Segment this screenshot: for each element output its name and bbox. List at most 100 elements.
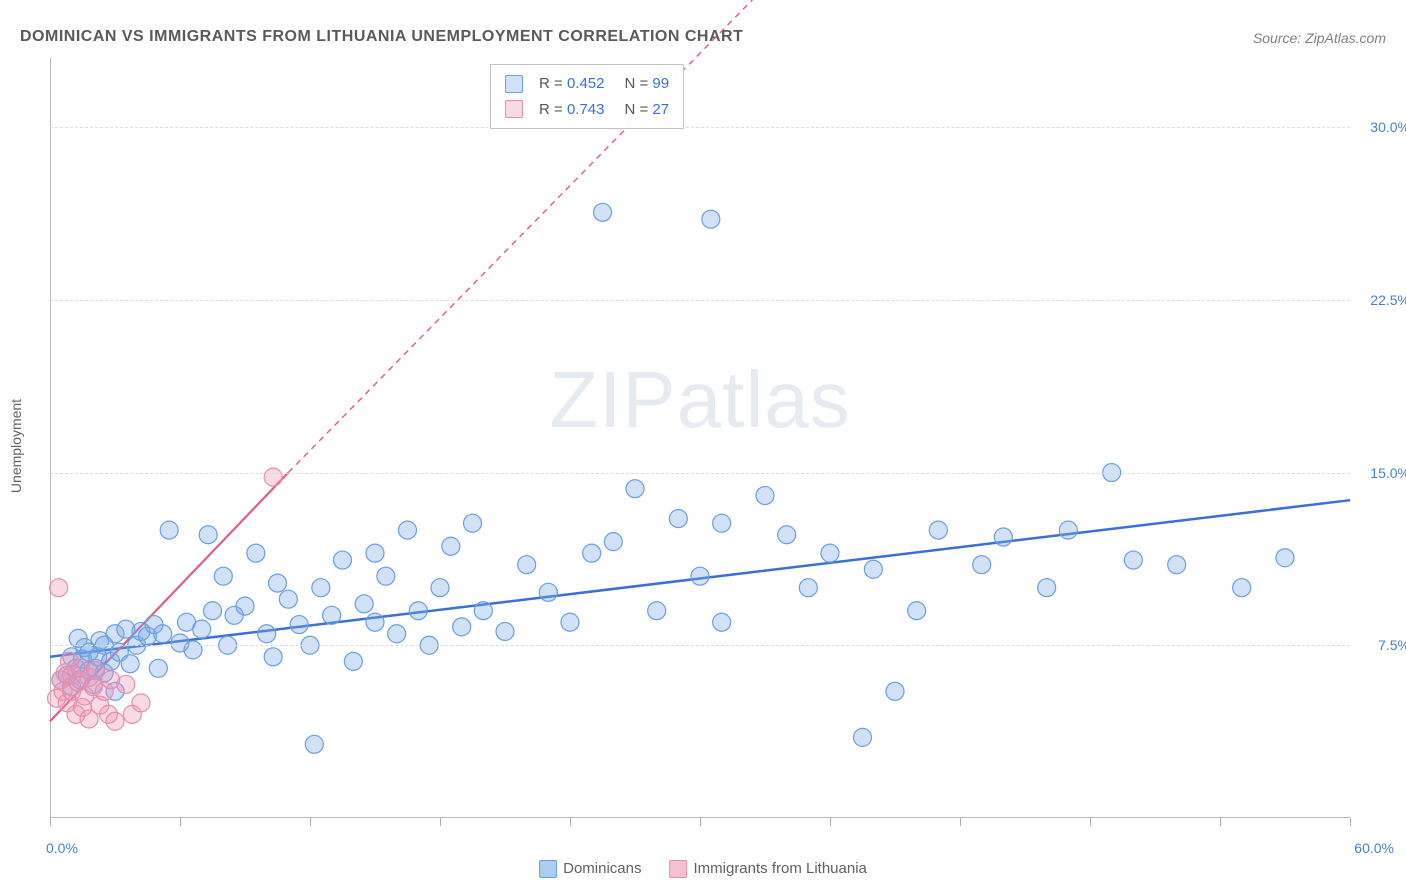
data-point: [626, 480, 644, 498]
legend-item-1: Dominicans: [539, 860, 641, 878]
data-point: [409, 602, 427, 620]
plot-area: ZIPatlas 7.5%15.0%22.5%30.0%: [50, 58, 1350, 818]
n-value-2: 27: [652, 101, 669, 118]
data-point: [973, 556, 991, 574]
data-point: [154, 625, 172, 643]
x-tick: [700, 818, 701, 826]
x-tick: [50, 818, 51, 826]
data-point: [193, 620, 211, 638]
data-point: [1124, 551, 1142, 569]
swatch-icon: [539, 860, 557, 878]
data-point: [604, 533, 622, 551]
data-point: [184, 641, 202, 659]
data-point: [334, 551, 352, 569]
data-point: [149, 659, 167, 677]
data-point: [1059, 521, 1077, 539]
x-tick: [180, 818, 181, 826]
y-axis-label: Unemployment: [8, 399, 24, 493]
r-label: R = 0.743: [539, 97, 604, 123]
data-point: [214, 567, 232, 585]
data-point: [821, 544, 839, 562]
data-point: [648, 602, 666, 620]
data-point: [366, 544, 384, 562]
r-value-1: 0.452: [567, 75, 605, 92]
data-point: [377, 567, 395, 585]
data-point: [312, 579, 330, 597]
legend-label-2: Immigrants from Lithuania: [693, 860, 866, 877]
data-point: [258, 625, 276, 643]
swatch-series-1: [505, 75, 523, 93]
data-point: [366, 613, 384, 631]
x-tick: [1350, 818, 1351, 826]
data-point: [388, 625, 406, 643]
x-tick: [1090, 818, 1091, 826]
data-point: [236, 597, 254, 615]
data-point: [121, 655, 139, 673]
data-point: [264, 468, 282, 486]
chart-container: DOMINICAN VS IMMIGRANTS FROM LITHUANIA U…: [0, 0, 1406, 892]
data-point: [702, 210, 720, 228]
data-point: [1038, 579, 1056, 597]
data-point: [854, 728, 872, 746]
x-tick: [310, 818, 311, 826]
data-point: [305, 735, 323, 753]
data-point: [1276, 549, 1294, 567]
data-point: [290, 616, 308, 634]
y-tick-label: 15.0%: [1370, 465, 1406, 481]
data-point: [355, 595, 373, 613]
legend-item-2: Immigrants from Lithuania: [669, 860, 866, 878]
data-point: [669, 510, 687, 528]
data-point: [713, 514, 731, 532]
data-point: [561, 613, 579, 631]
data-point: [1233, 579, 1251, 597]
data-point: [496, 622, 514, 640]
data-point: [713, 613, 731, 631]
data-point: [204, 602, 222, 620]
data-point: [199, 526, 217, 544]
data-point: [160, 521, 178, 539]
y-tick-label: 22.5%: [1370, 292, 1406, 308]
gridline: [50, 473, 1350, 474]
n-label: N = 27: [624, 97, 669, 123]
data-point: [50, 579, 68, 597]
data-point: [323, 606, 341, 624]
data-point: [132, 694, 150, 712]
data-point: [269, 574, 287, 592]
source-attribution: Source: ZipAtlas.com: [1253, 30, 1386, 46]
data-point: [778, 526, 796, 544]
x-tick: [440, 818, 441, 826]
data-point: [117, 675, 135, 693]
chart-title: DOMINICAN VS IMMIGRANTS FROM LITHUANIA U…: [20, 28, 743, 46]
data-point: [399, 521, 417, 539]
data-point: [1168, 556, 1186, 574]
data-point: [264, 648, 282, 666]
data-point: [247, 544, 265, 562]
data-point: [994, 528, 1012, 546]
data-point: [594, 203, 612, 221]
data-point: [908, 602, 926, 620]
r-value-2: 0.743: [567, 101, 605, 118]
x-tick: [960, 818, 961, 826]
data-point: [886, 682, 904, 700]
data-point: [864, 560, 882, 578]
data-point: [474, 602, 492, 620]
data-point: [431, 579, 449, 597]
data-point: [539, 583, 557, 601]
swatch-icon: [669, 860, 687, 878]
legend-row-1: R = 0.452 N = 99: [505, 71, 669, 97]
x-tick: [1220, 818, 1221, 826]
correlation-legend: R = 0.452 N = 99 R = 0.743 N = 27: [490, 64, 684, 129]
data-point: [279, 590, 297, 608]
data-point: [442, 537, 460, 555]
y-tick-label: 7.5%: [1378, 637, 1406, 653]
data-point: [106, 712, 124, 730]
legend-row-2: R = 0.743 N = 27: [505, 97, 669, 123]
gridline: [50, 300, 1350, 301]
n-value-1: 99: [652, 75, 669, 92]
x-axis-max-label: 60.0%: [1354, 840, 1394, 856]
swatch-series-2: [505, 100, 523, 118]
gridline: [50, 127, 1350, 128]
data-point: [929, 521, 947, 539]
data-point: [583, 544, 601, 562]
plot-svg: [50, 58, 1350, 818]
